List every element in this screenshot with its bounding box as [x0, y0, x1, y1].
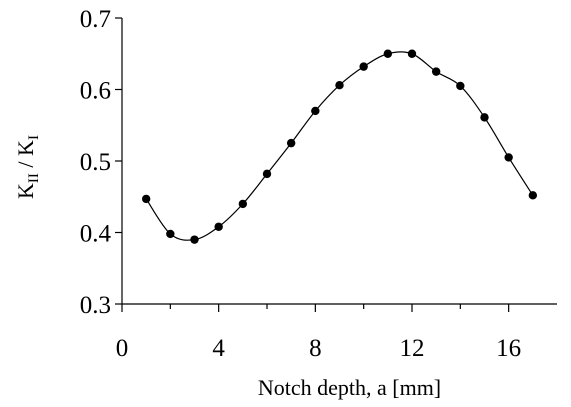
x-tick-label: 4 — [212, 335, 225, 362]
data-point — [190, 235, 199, 244]
data-point — [528, 191, 538, 200]
x-tick-label: 12 — [400, 335, 425, 362]
y-tick-label: 0.7 — [80, 6, 111, 33]
ticks — [115, 17, 510, 312]
data-point — [141, 194, 151, 204]
y-tick-label: 0.5 — [80, 149, 111, 176]
y-title-base-2: K — [13, 140, 38, 156]
y-title-sub-1: II — [26, 173, 42, 183]
data-point — [286, 138, 296, 148]
y-tick-label: 0.4 — [80, 221, 112, 248]
y-tick-label: 0.3 — [80, 292, 111, 319]
data-point — [238, 199, 248, 209]
series-line — [145, 51, 534, 241]
y-tick-label: 0.6 — [80, 78, 111, 105]
data-point — [431, 67, 441, 76]
data-point — [359, 62, 368, 71]
data-point — [407, 49, 417, 58]
data-point — [456, 81, 465, 91]
data-point — [166, 229, 175, 239]
data-point — [335, 81, 344, 90]
tick-labels: 0.3 0.4 0.5 0.6 0.7 0 4 8 12 16 — [80, 6, 521, 362]
y-title-sep: / — [13, 156, 38, 173]
data-point — [311, 106, 320, 116]
data-point — [262, 169, 272, 179]
x-axis-title: Notch depth, a [mm] — [258, 375, 441, 400]
data-point — [480, 113, 489, 122]
data-point — [214, 222, 223, 231]
x-tick-label: 8 — [309, 335, 322, 362]
y-title-base-1: K — [13, 183, 38, 199]
y-axis-title: KII / KI — [13, 135, 42, 199]
data-point — [504, 153, 513, 162]
y-title-sub-2: I — [26, 135, 42, 140]
data-points — [141, 49, 538, 244]
x-tick-label: 16 — [496, 335, 521, 362]
x-tick-label: 0 — [116, 335, 129, 362]
data-point — [383, 49, 393, 58]
axes — [121, 18, 557, 305]
